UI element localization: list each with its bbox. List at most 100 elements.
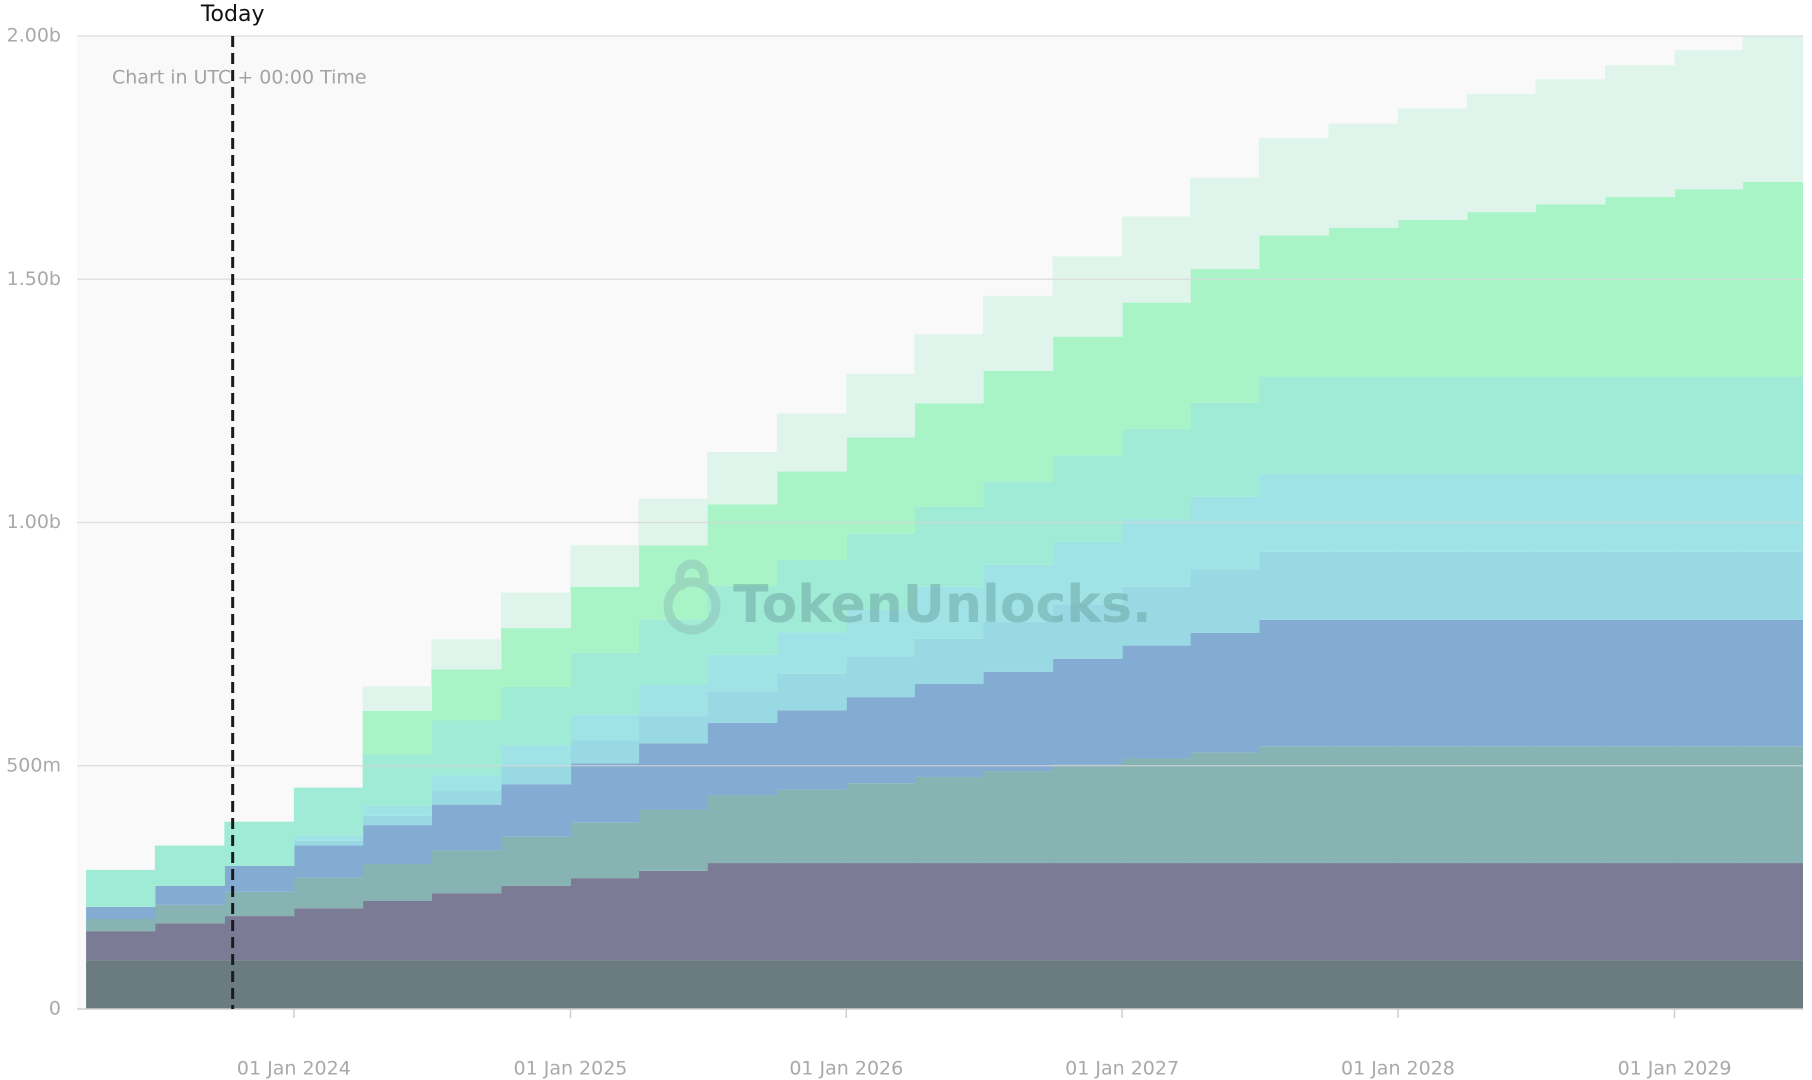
area-step bbox=[707, 691, 778, 723]
area-step bbox=[1052, 764, 1123, 864]
area-step bbox=[776, 559, 847, 633]
area-step bbox=[1674, 189, 1744, 377]
area-step bbox=[362, 710, 433, 755]
area-step bbox=[500, 885, 572, 961]
area-step bbox=[570, 763, 640, 823]
area-step bbox=[707, 654, 778, 692]
area-step bbox=[1190, 402, 1260, 497]
area-step bbox=[154, 845, 225, 886]
area-step bbox=[1190, 960, 1260, 1009]
area-step bbox=[1122, 758, 1191, 864]
area-step bbox=[776, 471, 847, 560]
area-step bbox=[1328, 227, 1399, 377]
x-tick-label: 01 Jan 2028 bbox=[1341, 1058, 1455, 1080]
area-step bbox=[776, 413, 847, 472]
area-step bbox=[570, 878, 640, 961]
area-step bbox=[362, 825, 433, 865]
area-step bbox=[983, 960, 1054, 1009]
today-label: Today bbox=[200, 2, 265, 27]
area-step bbox=[707, 722, 778, 796]
area-step bbox=[500, 960, 572, 1009]
area-step bbox=[570, 822, 640, 879]
area-step bbox=[1258, 863, 1330, 961]
area-step bbox=[154, 923, 225, 961]
area-step bbox=[846, 373, 915, 438]
area-step bbox=[776, 710, 847, 790]
area-step bbox=[983, 370, 1054, 482]
area-step bbox=[1397, 473, 1468, 552]
area-step bbox=[1190, 863, 1260, 961]
area-step bbox=[431, 720, 502, 776]
area-step bbox=[1742, 376, 1803, 474]
area-step bbox=[1466, 960, 1537, 1009]
area-step bbox=[362, 815, 433, 826]
area-step bbox=[431, 804, 502, 851]
area-step bbox=[1535, 619, 1606, 747]
x-tick-label: 01 Jan 2025 bbox=[514, 1058, 628, 1080]
area-step bbox=[707, 451, 778, 505]
area-step bbox=[1328, 863, 1399, 961]
area-step bbox=[500, 745, 572, 767]
area-step bbox=[1052, 658, 1123, 765]
area-step bbox=[1328, 473, 1399, 552]
area-step bbox=[983, 671, 1054, 772]
area-step bbox=[914, 863, 984, 961]
area-step bbox=[431, 791, 502, 805]
area-step bbox=[154, 960, 225, 1009]
area-step bbox=[1535, 204, 1606, 377]
area-step bbox=[1190, 177, 1260, 270]
area-step bbox=[1535, 376, 1606, 474]
area-step bbox=[362, 686, 433, 711]
area-step bbox=[1605, 551, 1676, 620]
y-tick-label: 1.00b bbox=[7, 511, 61, 533]
area-step bbox=[1674, 746, 1744, 864]
area-step bbox=[914, 334, 984, 404]
area-step bbox=[1397, 551, 1468, 620]
y-tick-label: 500m bbox=[6, 754, 61, 776]
area-step bbox=[1328, 746, 1399, 864]
area-step bbox=[362, 805, 433, 816]
area-step bbox=[500, 784, 572, 837]
area-step bbox=[1535, 746, 1606, 864]
area-step bbox=[1397, 863, 1468, 961]
area-step bbox=[983, 481, 1054, 565]
area-step bbox=[224, 916, 295, 961]
area-step bbox=[914, 960, 984, 1009]
area-step bbox=[224, 960, 295, 1009]
area-step bbox=[1258, 138, 1330, 236]
area-step bbox=[1742, 619, 1803, 747]
area-step bbox=[846, 533, 915, 610]
area-step bbox=[1535, 960, 1606, 1009]
area-step bbox=[570, 586, 640, 653]
area-step bbox=[1674, 619, 1744, 747]
area-step bbox=[707, 795, 778, 864]
area-step bbox=[1328, 551, 1399, 620]
area-step bbox=[293, 877, 364, 909]
x-tick-label: 01 Jan 2029 bbox=[1618, 1058, 1732, 1080]
area-step bbox=[914, 403, 984, 507]
area-step bbox=[638, 684, 708, 717]
area-step bbox=[431, 893, 502, 961]
watermark-icon bbox=[663, 577, 721, 635]
area-step bbox=[86, 931, 156, 961]
area-step bbox=[1328, 123, 1399, 228]
area-step bbox=[1466, 473, 1537, 552]
area-step bbox=[1258, 376, 1330, 474]
area-step bbox=[638, 743, 708, 810]
area-step bbox=[707, 504, 778, 586]
area-step bbox=[431, 775, 502, 792]
area-step bbox=[1190, 632, 1260, 753]
area-step bbox=[983, 564, 1054, 622]
area-step bbox=[1742, 551, 1803, 620]
area-step bbox=[1605, 746, 1676, 864]
area-step bbox=[224, 821, 295, 866]
area-step bbox=[1258, 960, 1330, 1009]
area-step bbox=[1466, 93, 1537, 213]
area-step bbox=[1397, 960, 1468, 1009]
area-step bbox=[1052, 863, 1123, 961]
area-step bbox=[1052, 541, 1123, 605]
area-step bbox=[1190, 569, 1260, 633]
area-step bbox=[638, 870, 708, 961]
area-step bbox=[1328, 619, 1399, 747]
